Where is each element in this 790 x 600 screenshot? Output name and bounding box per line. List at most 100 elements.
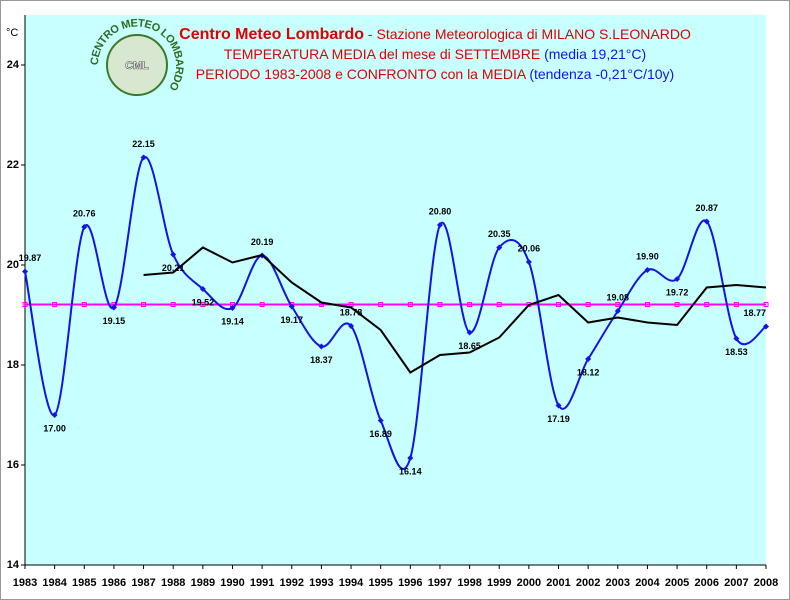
x-tick-label: 1989 <box>191 577 215 589</box>
value-label: 20.76 <box>73 208 96 218</box>
x-tick-label: 2007 <box>724 577 748 589</box>
series-line <box>143 246 767 374</box>
x-tick-label: 1990 <box>220 577 244 589</box>
point <box>466 329 473 336</box>
mean-marker <box>644 302 650 307</box>
subtitle-blue: (tendenza -0,21°C/10y) <box>529 66 674 82</box>
mean-marker <box>704 302 710 307</box>
point <box>140 154 147 161</box>
value-label: 20.21 <box>162 263 185 273</box>
point <box>525 259 532 265</box>
mean-marker <box>615 302 621 307</box>
value-label: 19.90 <box>636 251 659 261</box>
value-label: 16.89 <box>369 429 392 439</box>
mean-marker <box>81 302 87 307</box>
point <box>229 305 236 311</box>
x-tick-label: 2008 <box>754 577 778 589</box>
value-label: 19.72 <box>666 287 689 297</box>
x-tick-label: 1987 <box>131 577 155 589</box>
value-label: 17.00 <box>43 423 66 433</box>
value-label: 19.08 <box>607 292 630 302</box>
x-tick-label: 1999 <box>487 577 511 589</box>
mean-marker <box>437 302 443 307</box>
x-tick-label: 1992 <box>280 577 304 589</box>
mean-marker <box>467 302 473 307</box>
point <box>51 412 58 418</box>
point <box>170 251 177 258</box>
value-label: 19.52 <box>192 297 215 307</box>
value-label: 19.14 <box>221 316 244 326</box>
value-label: 20.06 <box>518 243 541 253</box>
x-tick-label: 2000 <box>517 577 541 589</box>
point <box>614 308 621 314</box>
point <box>377 417 384 424</box>
value-label: 20.35 <box>488 229 511 239</box>
point <box>496 244 503 251</box>
y-tick-label: 20 <box>7 259 19 271</box>
y-tick-label: 24 <box>7 59 20 71</box>
subtitle: TEMPERATURA MEDIA del mese di SETTEMBRE … <box>224 46 646 62</box>
mean-marker <box>733 302 739 307</box>
y-unit: °C <box>6 27 18 39</box>
title-main: Centro Meteo Lombardo <box>179 26 364 43</box>
x-tick-label: 2002 <box>576 577 600 589</box>
mean-marker <box>200 302 206 307</box>
point <box>22 268 28 275</box>
mean-marker <box>259 302 265 307</box>
y-tick-label: 14 <box>7 559 20 571</box>
x-tick-label: 1994 <box>339 577 364 589</box>
y-tick-label: 22 <box>7 159 19 171</box>
value-label: 17.19 <box>547 414 570 424</box>
value-label: 19.87 <box>19 253 42 263</box>
mean-marker <box>674 302 680 307</box>
x-tick-label: 1998 <box>457 577 481 589</box>
y-tick-label: 16 <box>7 459 19 471</box>
x-tick-label: 1996 <box>398 577 422 589</box>
point <box>407 455 414 461</box>
y-tick-label: 18 <box>7 359 19 371</box>
point <box>644 267 651 273</box>
value-label: 18.53 <box>725 347 748 357</box>
point <box>703 218 710 225</box>
value-label: 18.65 <box>458 341 481 351</box>
point <box>585 356 592 362</box>
value-label: 20.80 <box>429 206 452 216</box>
mean-marker <box>170 302 176 307</box>
x-tick-label: 1995 <box>368 577 392 589</box>
mean-marker <box>378 302 384 307</box>
subtitle-red: PERIODO 1983-2008 e CONFRONTO con la MED… <box>196 66 527 82</box>
mean-marker <box>407 302 413 307</box>
x-tick-label: 1991 <box>250 577 274 589</box>
x-tick-label: 2003 <box>606 577 630 589</box>
series-line <box>24 156 767 470</box>
point <box>318 343 325 350</box>
x-tick-label: 1988 <box>161 577 185 589</box>
point <box>348 323 355 329</box>
point <box>674 276 681 282</box>
point <box>199 286 206 292</box>
subtitle-blue: (media 19,21°C) <box>544 46 646 62</box>
x-tick-label: 1984 <box>42 577 67 589</box>
logo-disc <box>106 34 168 96</box>
value-label: 19.17 <box>280 315 303 325</box>
value-label: 20.87 <box>695 203 718 213</box>
x-tick-label: 1993 <box>309 577 333 589</box>
value-label: 20.19 <box>251 237 274 247</box>
value-label: 18.12 <box>577 367 600 377</box>
value-label: 18.37 <box>310 355 333 365</box>
point <box>81 224 88 230</box>
value-label: 18.78 <box>340 307 363 317</box>
mean-marker <box>141 302 147 307</box>
mean-marker <box>585 302 591 307</box>
mean-marker <box>22 302 28 307</box>
x-tick-label: 2006 <box>694 577 718 589</box>
x-tick-label: 2005 <box>665 577 689 589</box>
point <box>555 402 562 409</box>
x-tick-label: 2001 <box>546 577 570 589</box>
x-tick-label: 1986 <box>102 577 126 589</box>
title-station: - Stazione Meteorologica di MILANO S.LEO… <box>364 26 691 42</box>
plot-area <box>25 15 766 565</box>
mean-marker <box>52 302 58 307</box>
value-label: 18.77 <box>743 308 766 318</box>
